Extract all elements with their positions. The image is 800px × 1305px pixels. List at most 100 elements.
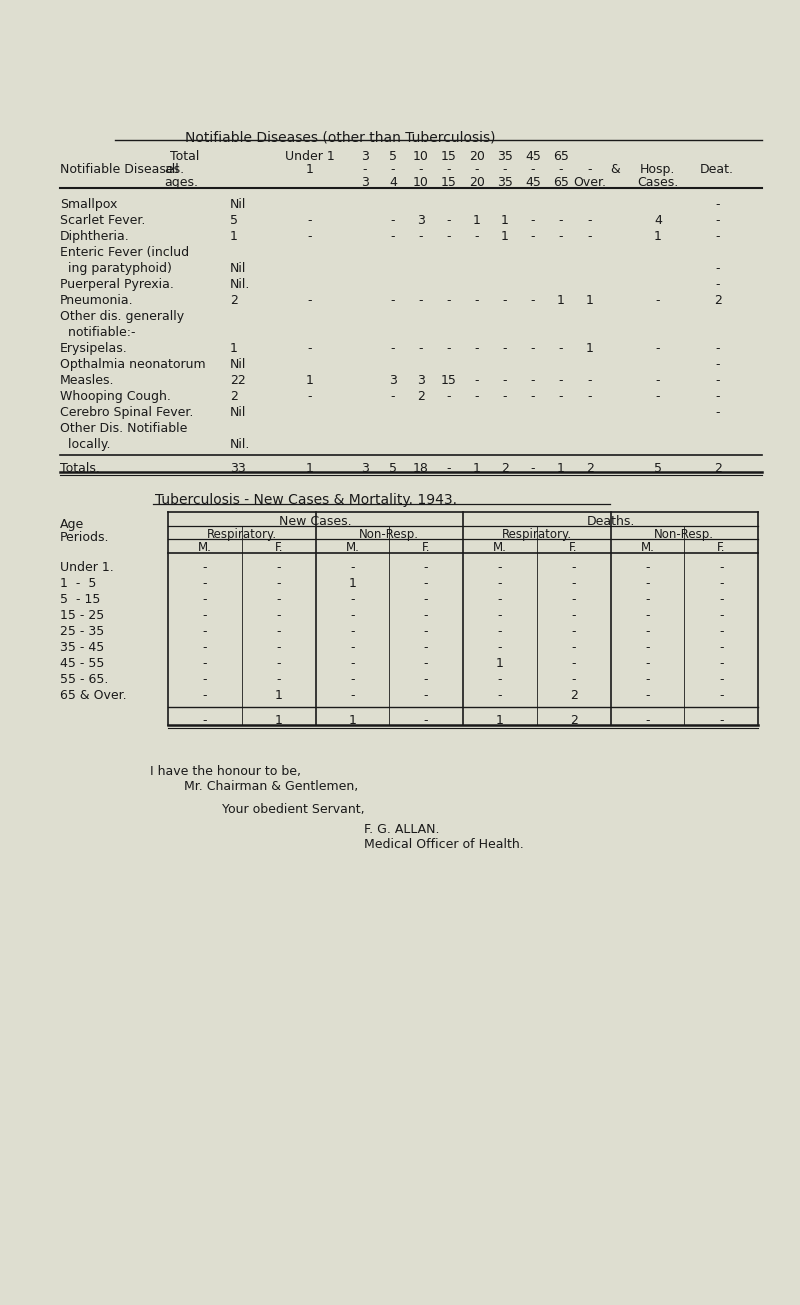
Text: -: - xyxy=(350,656,354,669)
Text: Mr. Chairman & Gentlemen,: Mr. Chairman & Gentlemen, xyxy=(168,780,358,793)
Text: 1: 1 xyxy=(274,714,282,727)
Text: -: - xyxy=(362,163,367,176)
Text: &: & xyxy=(610,163,620,176)
Text: -: - xyxy=(530,342,535,355)
Text: -: - xyxy=(716,278,720,291)
Text: -: - xyxy=(656,390,660,403)
Text: -: - xyxy=(656,375,660,388)
Text: -: - xyxy=(719,577,723,590)
Text: -: - xyxy=(276,609,281,622)
Text: -: - xyxy=(390,294,395,307)
Text: 33: 33 xyxy=(230,462,246,475)
Text: -: - xyxy=(716,406,720,419)
Text: -: - xyxy=(530,163,535,176)
Text: -: - xyxy=(502,294,507,307)
Text: 3: 3 xyxy=(389,375,397,388)
Text: -: - xyxy=(202,641,207,654)
Text: -: - xyxy=(588,163,592,176)
Text: -: - xyxy=(498,625,502,638)
Text: -: - xyxy=(424,714,428,727)
Text: -: - xyxy=(645,577,650,590)
Text: 2: 2 xyxy=(714,462,722,475)
Text: Puerperal Pyrexia.: Puerperal Pyrexia. xyxy=(60,278,174,291)
Text: 1: 1 xyxy=(230,342,238,355)
Text: -: - xyxy=(716,390,720,403)
Text: Other dis. generally: Other dis. generally xyxy=(60,311,184,324)
Text: Other Dis. Notifiable: Other Dis. Notifiable xyxy=(60,422,187,435)
Text: 22: 22 xyxy=(230,375,246,388)
Text: -: - xyxy=(502,342,507,355)
Text: Non-Resp.: Non-Resp. xyxy=(654,529,714,542)
Text: -: - xyxy=(498,689,502,702)
Text: -: - xyxy=(719,689,723,702)
Text: M.: M. xyxy=(198,542,212,555)
Text: -: - xyxy=(498,673,502,686)
Text: Non-Resp.: Non-Resp. xyxy=(359,529,419,542)
Text: -: - xyxy=(645,625,650,638)
Text: -: - xyxy=(530,375,535,388)
Text: -: - xyxy=(530,462,535,475)
Text: 18: 18 xyxy=(413,462,429,475)
Text: New Cases.: New Cases. xyxy=(279,515,352,529)
Text: 4: 4 xyxy=(389,176,397,189)
Text: -: - xyxy=(571,577,576,590)
Text: 1: 1 xyxy=(473,214,481,227)
Text: 1: 1 xyxy=(306,163,314,176)
Text: Cases.: Cases. xyxy=(638,176,678,189)
Text: -: - xyxy=(571,625,576,638)
Text: 25 - 35: 25 - 35 xyxy=(60,625,104,638)
Text: -: - xyxy=(502,375,507,388)
Text: 1: 1 xyxy=(274,689,282,702)
Text: -: - xyxy=(645,641,650,654)
Text: Tuberculosis - New Cases & Mortality. 1943.: Tuberculosis - New Cases & Mortality. 19… xyxy=(155,493,457,508)
Text: -: - xyxy=(446,462,451,475)
Text: -: - xyxy=(424,641,428,654)
Text: Nil: Nil xyxy=(230,406,246,419)
Text: -: - xyxy=(202,656,207,669)
Text: -: - xyxy=(571,641,576,654)
Text: Whooping Cough.: Whooping Cough. xyxy=(60,390,171,403)
Text: -: - xyxy=(716,198,720,211)
Text: 65 & Over.: 65 & Over. xyxy=(60,689,126,702)
Text: 1: 1 xyxy=(654,230,662,243)
Text: Medical Officer of Health.: Medical Officer of Health. xyxy=(300,838,524,851)
Text: 5: 5 xyxy=(230,214,238,227)
Text: -: - xyxy=(571,561,576,574)
Text: -: - xyxy=(498,577,502,590)
Text: 1: 1 xyxy=(557,462,565,475)
Text: Over.: Over. xyxy=(574,176,606,189)
Text: Your obedient Servant,: Your obedient Servant, xyxy=(190,803,365,816)
Text: -: - xyxy=(350,673,354,686)
Text: -: - xyxy=(588,230,592,243)
Text: -: - xyxy=(645,592,650,606)
Text: 5: 5 xyxy=(654,462,662,475)
Text: -: - xyxy=(498,592,502,606)
Text: -: - xyxy=(716,214,720,227)
Text: -: - xyxy=(276,561,281,574)
Text: -: - xyxy=(424,577,428,590)
Text: Nil: Nil xyxy=(230,198,246,211)
Text: 1: 1 xyxy=(306,462,314,475)
Text: -: - xyxy=(418,230,423,243)
Text: 3: 3 xyxy=(361,176,369,189)
Text: Enteric Fever (includ: Enteric Fever (includ xyxy=(60,247,189,258)
Text: -: - xyxy=(276,641,281,654)
Text: -: - xyxy=(716,262,720,275)
Text: -: - xyxy=(424,625,428,638)
Text: -: - xyxy=(276,592,281,606)
Text: 3: 3 xyxy=(417,375,425,388)
Text: 35: 35 xyxy=(497,176,513,189)
Text: -: - xyxy=(502,163,507,176)
Text: -: - xyxy=(350,592,354,606)
Text: -: - xyxy=(202,714,207,727)
Text: Opthalmia neonatorum: Opthalmia neonatorum xyxy=(60,358,206,371)
Text: M.: M. xyxy=(493,542,507,555)
Text: -: - xyxy=(350,561,354,574)
Text: -: - xyxy=(530,294,535,307)
Text: 2: 2 xyxy=(417,390,425,403)
Text: -: - xyxy=(390,230,395,243)
Text: 10: 10 xyxy=(413,150,429,163)
Text: -: - xyxy=(446,163,451,176)
Text: 45: 45 xyxy=(525,150,541,163)
Text: Under 1: Under 1 xyxy=(285,150,335,163)
